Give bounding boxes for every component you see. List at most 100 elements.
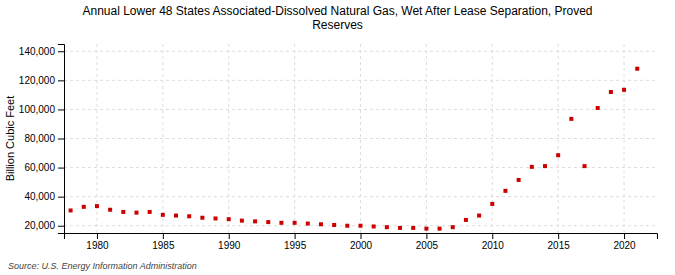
point — [424, 227, 428, 231]
point — [503, 189, 507, 193]
tick-mark — [492, 233, 493, 239]
title-line: Annual Lower 48 States Associated-Dissol… — [82, 4, 592, 18]
point — [161, 213, 165, 217]
point — [517, 178, 521, 182]
point — [398, 226, 402, 230]
y-label: Billion Cubic Feet — [4, 96, 16, 182]
tick-mark — [229, 233, 230, 239]
tick-label: 140,000 — [19, 46, 56, 57]
tick: 60,000 — [24, 162, 64, 173]
axis-line — [58, 45, 65, 234]
point — [319, 222, 323, 226]
point — [583, 164, 587, 168]
tick: 2010 — [482, 233, 505, 251]
tick: 2015 — [548, 233, 571, 251]
tick: 1980 — [86, 233, 109, 251]
grid-line — [360, 44, 361, 233]
chart: Annual Lower 48 States Associated-Dissol… — [0, 0, 675, 275]
point — [95, 204, 99, 208]
tick-label: 1995 — [284, 240, 307, 251]
tick: 140,000 — [19, 46, 64, 57]
tick-label: 2010 — [482, 240, 505, 251]
tick-mark — [624, 233, 625, 239]
point — [556, 153, 560, 157]
point — [174, 214, 178, 218]
tick-mark — [58, 51, 64, 52]
grid-line — [426, 44, 427, 233]
point — [543, 164, 547, 168]
point — [451, 225, 455, 229]
tick-label: 2005 — [416, 240, 439, 251]
tick-label: 1990 — [218, 240, 241, 251]
tick-mark — [58, 80, 64, 81]
tick: 2005 — [416, 233, 439, 251]
grid-line — [228, 44, 229, 233]
tick-label: 60,000 — [24, 162, 55, 173]
point — [359, 224, 363, 228]
point — [227, 217, 231, 221]
tick-label: 2020 — [613, 240, 636, 251]
grid-line — [558, 44, 559, 233]
tick-label: 2015 — [548, 240, 571, 251]
tick-mark — [426, 233, 427, 239]
point — [490, 202, 494, 206]
grid-line — [64, 109, 657, 110]
y-axis: 20,000 40,000 60,000 80,000 100,000 120,000 14… — [19, 45, 65, 234]
point — [69, 208, 73, 212]
tick: 1995 — [284, 233, 307, 251]
tick-label: 40,000 — [24, 191, 55, 202]
tick: 80,000 — [24, 133, 64, 144]
grid-line — [294, 44, 295, 233]
tick-mark — [558, 233, 559, 239]
plot: 1980 1985 1990 1995 2000 2005 2010 2015 2020 20,0… — [19, 44, 658, 251]
point — [187, 214, 191, 218]
tick-mark — [163, 233, 164, 239]
title-line: Reserves — [312, 18, 363, 32]
point — [596, 106, 600, 110]
grid-line — [64, 138, 657, 139]
point — [477, 214, 481, 218]
point — [411, 226, 415, 230]
point — [622, 88, 626, 92]
tick: 2020 — [613, 233, 636, 251]
point — [214, 216, 218, 220]
grid — [64, 44, 657, 233]
axis-line — [65, 234, 658, 240]
title: Annual Lower 48 States Associated-Dissol… — [82, 4, 592, 32]
grid-line — [64, 167, 657, 168]
tick: 120,000 — [19, 75, 64, 86]
point — [609, 90, 613, 94]
tick: 1985 — [152, 233, 175, 251]
tick-label: 80,000 — [24, 133, 55, 144]
point — [108, 208, 112, 212]
tick-mark — [361, 233, 362, 239]
point — [121, 210, 125, 214]
tick-label: 2000 — [350, 240, 373, 251]
points — [69, 67, 640, 231]
point — [279, 221, 283, 225]
tick-mark — [58, 139, 64, 140]
point — [82, 205, 86, 209]
point — [332, 223, 336, 227]
point — [530, 165, 534, 169]
tick: 100,000 — [19, 104, 64, 115]
point — [306, 222, 310, 226]
point — [148, 210, 152, 214]
tick-label: 20,000 — [24, 220, 55, 231]
point — [240, 219, 244, 223]
tick-mark — [97, 233, 98, 239]
point — [569, 117, 573, 121]
x-axis: 1980 1985 1990 1995 2000 2005 2010 2015 2020 — [65, 233, 658, 251]
tick-label: 100,000 — [19, 104, 56, 115]
grid-line — [624, 44, 625, 233]
tick-mark — [58, 168, 64, 169]
point — [200, 216, 204, 220]
tick: 40,000 — [24, 191, 64, 202]
annotation: Source: U.S. Energy Information Administ… — [8, 261, 197, 271]
point — [134, 211, 138, 215]
point — [253, 219, 257, 223]
grid-line — [162, 44, 163, 233]
tick: 1990 — [218, 233, 241, 251]
point — [635, 67, 639, 71]
tick-label: 120,000 — [19, 75, 56, 86]
